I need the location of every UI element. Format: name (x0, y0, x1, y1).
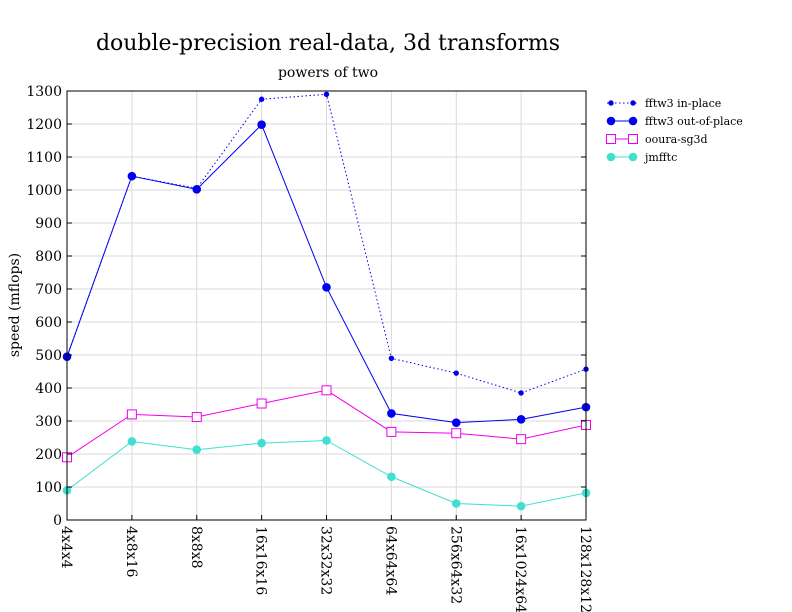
y-tick-label: 500 (35, 348, 62, 364)
y-axis-label: speed (mflops) (7, 253, 23, 357)
data-point (628, 152, 638, 162)
data-point (322, 436, 331, 445)
y-tick-label: 900 (35, 216, 62, 232)
data-point (606, 134, 616, 144)
y-tick-label: 700 (35, 282, 62, 298)
axes: 0 100 200 300 400 500 600 700 800 900 1000 1100 1200… (26, 84, 593, 612)
data-point (606, 116, 616, 126)
x-tick-label: 256x64x32 (447, 526, 463, 604)
data-point (257, 438, 266, 448)
data-point (388, 355, 395, 361)
series-1 (62, 120, 591, 427)
chart-title: double-precision real-data, 3d transform… (96, 31, 560, 56)
x-tick-label: 4x4x4 (58, 526, 74, 569)
x-tick-label: 8x8x8 (188, 526, 204, 569)
series-layer (62, 91, 591, 511)
data-point (257, 120, 266, 129)
legend-item: ooura-sg3d (606, 133, 708, 146)
data-point (191, 412, 202, 423)
data-point (386, 426, 397, 437)
y-tick-label: 400 (35, 381, 62, 397)
series-2 (62, 385, 591, 463)
data-point (256, 398, 267, 409)
data-point (630, 100, 636, 106)
data-point (628, 134, 638, 144)
x-tick-label: 32x32x32 (318, 526, 334, 595)
y-tick-label: 300 (35, 414, 62, 430)
data-point (387, 472, 396, 482)
x-tick-label: 16x1024x64 (512, 526, 528, 612)
y-tick-label: 0 (53, 513, 62, 529)
data-point (127, 171, 137, 181)
data-point (387, 409, 396, 418)
data-point (321, 385, 332, 396)
data-point (323, 91, 330, 98)
data-point (322, 283, 331, 292)
data-point (451, 418, 461, 427)
data-point (192, 445, 202, 455)
data-point (451, 428, 462, 439)
y-tick-label: 800 (35, 249, 62, 265)
data-point (127, 437, 137, 446)
chart-subtitle: powers of two (278, 65, 378, 81)
data-point (516, 415, 526, 424)
data-point (126, 409, 137, 420)
y-tick-label: 200 (35, 447, 62, 463)
data-point (606, 152, 616, 162)
y-tick-label: 1000 (26, 183, 62, 199)
y-tick-label: 1300 (26, 84, 62, 100)
x-tick-label: 64x64x64 (382, 526, 398, 595)
data-point (258, 96, 265, 102)
y-tick-label: 100 (35, 480, 62, 496)
legend: fftw3 in-place fftw3 out-of-place ooura-sg… (606, 97, 743, 164)
data-point (608, 100, 614, 106)
series-3 (62, 436, 591, 511)
y-tick-label: 600 (35, 315, 62, 331)
x-tick-label: 16x16x16 (253, 526, 269, 595)
legend-item: fftw3 in-place (607, 97, 721, 110)
legend-item: jmfftc (606, 151, 677, 164)
y-tick-label: 1100 (26, 150, 62, 166)
x-tick-label: 128x128x128 (577, 526, 593, 612)
data-point (516, 434, 527, 445)
y-tick-label: 1200 (26, 117, 62, 133)
legend-label: jmfftc (643, 151, 677, 164)
data-point (516, 501, 526, 511)
data-point (518, 390, 524, 396)
legend-label: fftw3 in-place (645, 97, 721, 110)
data-point (628, 116, 638, 126)
data-point (192, 185, 202, 194)
data-point (453, 370, 459, 376)
legend-label: ooura-sg3d (645, 133, 708, 146)
data-point (451, 499, 461, 508)
legend-item: fftw3 out-of-place (606, 115, 743, 128)
grid (66, 90, 587, 521)
x-tick-label: 4x8x16 (123, 526, 139, 578)
legend-label: fftw3 out-of-place (645, 115, 743, 128)
